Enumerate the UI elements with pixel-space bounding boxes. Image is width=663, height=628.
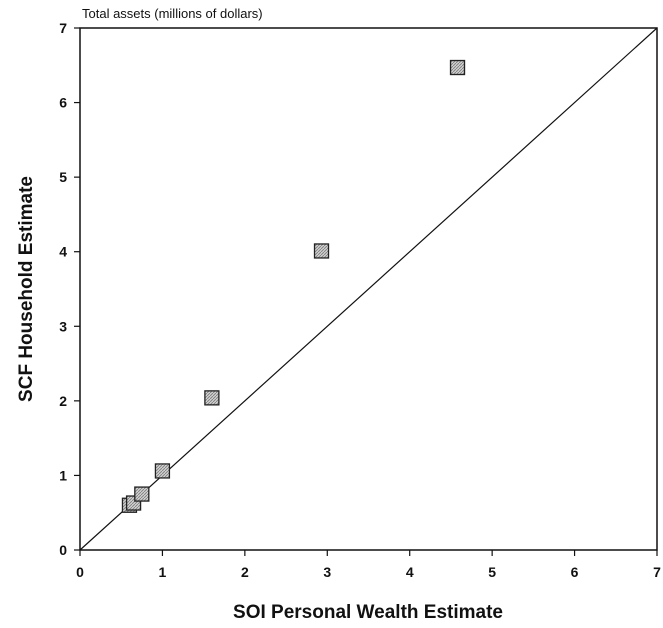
x-tick-label: 3 <box>323 564 331 580</box>
y-tick-label: 4 <box>59 244 67 260</box>
reference-line <box>79 27 658 551</box>
x-tick-label: 0 <box>76 564 84 580</box>
x-tick-label: 2 <box>241 564 249 580</box>
y-tick-label: 2 <box>59 393 67 409</box>
data-point <box>313 243 330 259</box>
data-point <box>134 486 150 502</box>
y-tick-label: 3 <box>59 318 67 334</box>
y-tick-label: 6 <box>59 95 67 111</box>
plot-frame <box>79 27 658 551</box>
data-point <box>204 390 220 406</box>
data-points <box>121 59 466 513</box>
y-tick-label: 5 <box>59 169 67 185</box>
x-tick-label: 5 <box>488 564 496 580</box>
x-tick-label: 6 <box>571 564 579 580</box>
x-tick-label: 4 <box>406 564 414 580</box>
x-tick-label: 1 <box>159 564 167 580</box>
y-tick-label: 1 <box>59 467 67 483</box>
x-tick-label: 7 <box>653 564 661 580</box>
data-point <box>449 59 466 76</box>
y-tick-label: 7 <box>59 20 67 36</box>
chart-title: Total assets (millions of dollars) <box>82 6 263 21</box>
y-axis-ticks: 0 1 2 3 4 5 6 7 <box>59 20 80 558</box>
y-tick-label: 0 <box>59 542 67 558</box>
data-point <box>154 463 171 479</box>
x-axis-ticks: 0 1 2 3 4 5 6 7 <box>76 550 661 580</box>
x-axis-title: SOI Personal Wealth Estimate <box>233 602 503 623</box>
y-axis-title: SCF Household Estimate <box>16 176 37 402</box>
